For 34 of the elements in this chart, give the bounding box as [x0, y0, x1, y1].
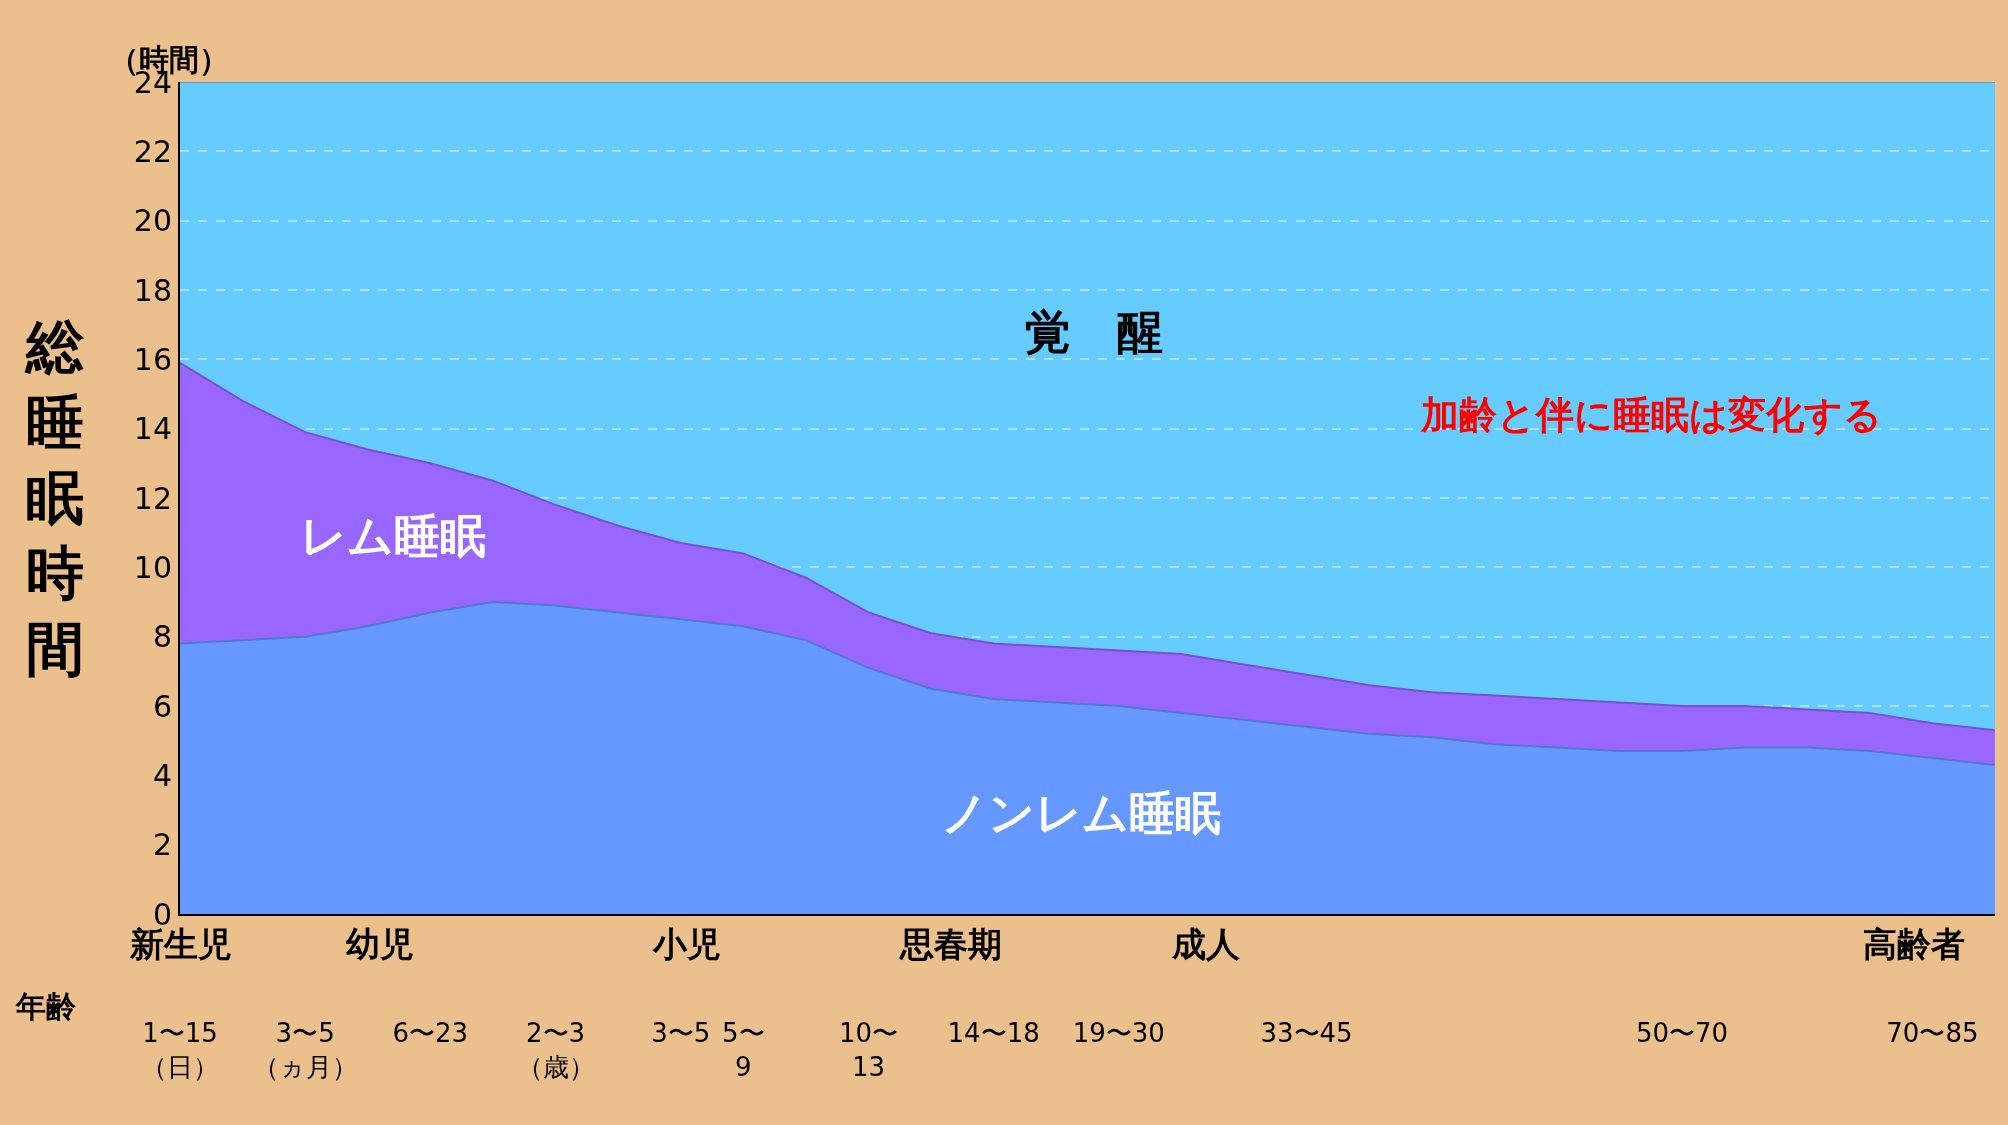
y-tick-label: 6 [152, 688, 172, 724]
text: 幼児 [346, 924, 414, 964]
text: 成人 [1171, 924, 1241, 964]
y-tick-label: 16 [133, 341, 172, 377]
y-tick-label: 8 [152, 619, 172, 655]
text: 小児 [652, 924, 721, 964]
x-tick-label: 3〜5 [651, 1018, 711, 1049]
text: 高齢者 [1863, 924, 1965, 964]
x-tick-label: 50〜70 [1635, 1018, 1729, 1049]
y-tick-label: 2 [152, 827, 172, 863]
series-label: ノンレム睡眠 [941, 786, 1221, 840]
x-tick-label: 19〜30 [1072, 1018, 1165, 1049]
y-tick-label: 4 [152, 757, 172, 793]
x-tick-label: 3〜5 （ヵ月） [252, 1018, 358, 1082]
y-tick-label: 22 [133, 133, 172, 169]
y-tick-label: 10 [133, 549, 172, 585]
text: 思春期 [898, 924, 1002, 964]
x-tick-label: 14〜18 [947, 1018, 1040, 1049]
x-tick-label: 5〜 9 [722, 1018, 765, 1082]
y-tick-label: 14 [133, 411, 172, 447]
series-label: 覚 醒 [1025, 305, 1163, 359]
x-axis-title: 年齢 [15, 989, 76, 1024]
x-tick-label: 70〜85 [1886, 1018, 1979, 1049]
y-tick-label: 12 [133, 480, 172, 516]
x-tick-label: 1〜15 （日） [141, 1018, 219, 1082]
x-tick-label: 33〜45 [1260, 1018, 1353, 1049]
y-axis-title: 総睡眠時間 [24, 313, 85, 683]
y-tick-label: 20 [133, 203, 172, 239]
y-tick-label: 18 [133, 272, 172, 308]
annotation: 加齢と伴に睡眠は変化する [1420, 393, 1882, 437]
x-tick-label: 2〜3 （歳） [516, 1018, 595, 1082]
x-tick-label: 6〜23 [392, 1018, 469, 1049]
x-tick-label: 10〜 13 [838, 1018, 898, 1082]
series-label: レム睡眠 [300, 509, 486, 563]
